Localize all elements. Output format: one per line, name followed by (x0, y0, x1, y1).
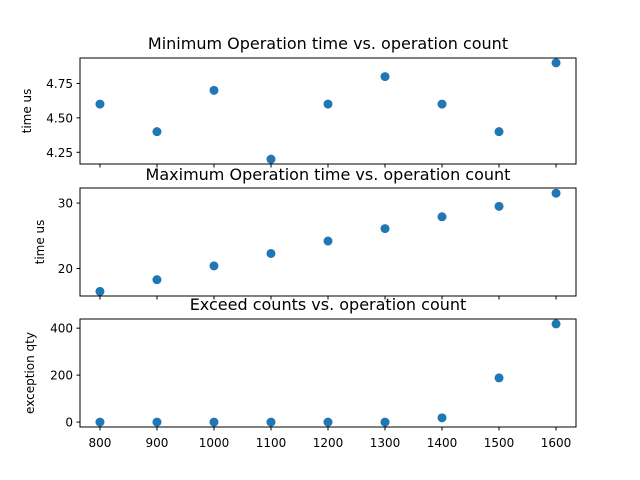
y-axis-label: time us (33, 220, 47, 265)
x-tick-label: 1300 (370, 436, 401, 450)
data-point (152, 417, 162, 427)
y-tick-label: 200 (50, 369, 73, 383)
subplot-title: Minimum Operation time vs. operation cou… (148, 34, 508, 53)
data-point (494, 201, 504, 211)
data-point (494, 373, 504, 383)
x-tick-label: 800 (89, 436, 112, 450)
data-point (380, 417, 390, 427)
x-ticks: 800 900 1000 1100 1200 1300 1400 1500 1600 (89, 436, 572, 450)
data-point (494, 127, 504, 137)
exceed-counts-subplot: 0 200 400 800 900 1000 1100 1200 1300 1400 1500 16… (23, 295, 577, 450)
min-time-subplot: Minimum Operation time vs. operation cou… (20, 34, 577, 168)
x-tick-marks (99, 427, 557, 431)
x-tick-marks (99, 296, 557, 300)
data-point (380, 224, 390, 234)
plot-frame (79, 57, 577, 165)
x-tick-label: 900 (146, 436, 169, 450)
data-point (209, 85, 219, 95)
data-point (152, 275, 162, 285)
x-tick-marks (99, 164, 557, 168)
y-tick-label: 20 (58, 262, 73, 276)
y-tick-label: 4.50 (46, 111, 73, 125)
data-points (95, 58, 561, 164)
data-point (209, 261, 219, 271)
data-point (266, 248, 276, 258)
data-point (437, 99, 447, 109)
plot-frame (79, 318, 577, 428)
data-point (323, 417, 333, 427)
y-tick-label: 0 (65, 416, 73, 430)
y-tick-label: 30 (58, 197, 73, 211)
data-point (266, 417, 276, 427)
data-point (95, 417, 105, 427)
data-point (266, 154, 276, 164)
data-point (152, 127, 162, 137)
data-point (551, 319, 561, 329)
data-point (323, 236, 333, 246)
data-point (437, 413, 447, 423)
data-points (95, 319, 561, 427)
x-tick-label: 1000 (199, 436, 230, 450)
data-point (551, 58, 561, 68)
data-point (95, 286, 105, 296)
y-axis-label: exception qty (23, 332, 37, 414)
y-tick-label: 400 (50, 322, 73, 336)
y-tick-label: 4.25 (46, 146, 73, 160)
subplot-title: Maximum Operation time vs. operation cou… (146, 165, 511, 184)
data-points (95, 188, 561, 296)
x-tick-label: 1500 (484, 436, 515, 450)
data-point (95, 99, 105, 109)
y-ticks: 0 200 400 (50, 322, 80, 430)
y-axis-label: time us (20, 89, 34, 134)
x-tick-label: 1200 (313, 436, 344, 450)
x-tick-label: 1400 (427, 436, 458, 450)
x-tick-label: 1600 (541, 436, 572, 450)
subplot-title: Exceed counts vs. operation count (190, 295, 467, 314)
y-tick-label: 4.75 (46, 77, 73, 91)
x-tick-label: 1100 (256, 436, 287, 450)
data-point (551, 188, 561, 198)
data-point (323, 99, 333, 109)
plot-frame (79, 187, 577, 297)
data-point (380, 72, 390, 82)
data-point (209, 417, 219, 427)
data-point (437, 212, 447, 222)
y-ticks: 4.25 4.50 4.75 (46, 77, 80, 160)
